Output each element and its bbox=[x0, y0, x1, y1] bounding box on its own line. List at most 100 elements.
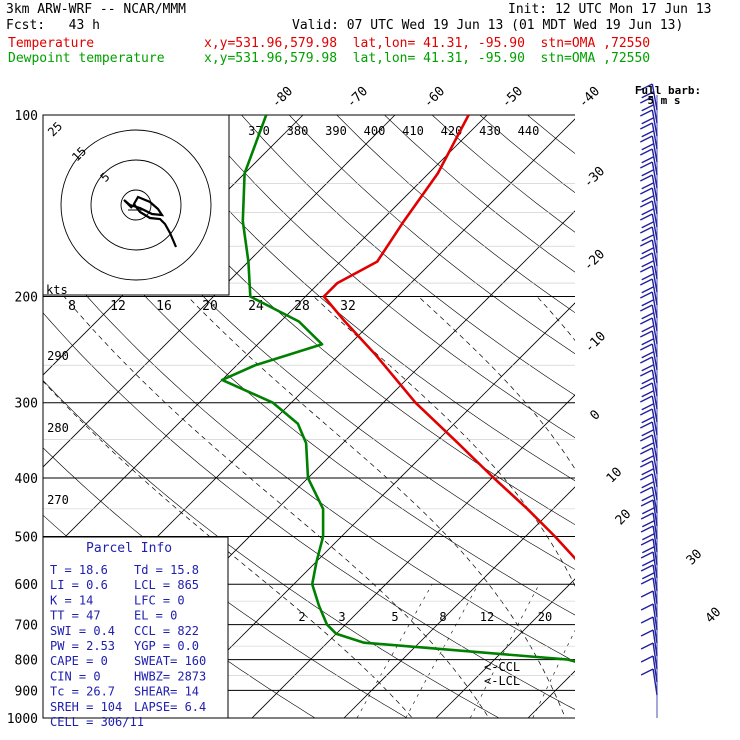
dry-adiabat bbox=[98, 115, 575, 526]
hodograph-ring-15 bbox=[90, 159, 182, 251]
dry-adiabat bbox=[43, 312, 575, 710]
wind-barb-flag bbox=[640, 512, 654, 520]
skew-temp-label: 30 bbox=[684, 547, 706, 569]
wind-barb-flag bbox=[640, 187, 653, 195]
wind-barb bbox=[651, 434, 658, 462]
dry-adiabat-label: 290 bbox=[47, 349, 69, 363]
parcel-row-left: SREH = 104 bbox=[50, 700, 122, 714]
wind-barb bbox=[651, 304, 658, 332]
ccl-marker: <-CCL bbox=[484, 660, 520, 674]
wind-barb-flag bbox=[640, 343, 653, 351]
hodograph-ring-25 bbox=[60, 129, 212, 281]
parcel-row-left: CELL = 306/11 bbox=[50, 715, 144, 729]
wind-barb-flag bbox=[640, 616, 654, 624]
wind-barb-flag bbox=[641, 195, 655, 203]
hodograph-ring-5 bbox=[120, 189, 152, 221]
moist-adiabat bbox=[43, 380, 413, 718]
wind-speed-label: 20 bbox=[202, 299, 218, 314]
wind-barb bbox=[651, 460, 658, 488]
parcel-row-right: EL = 0 bbox=[134, 609, 177, 623]
wind-barb bbox=[652, 655, 658, 683]
wind-speed-label: 8 bbox=[68, 299, 76, 314]
isotherm-line bbox=[343, 486, 575, 718]
wind-barb-flag bbox=[641, 390, 655, 398]
dewpoint-station-info: x,y=531.96,579.98 lat,lon= 41.31, -95.90… bbox=[204, 51, 651, 66]
parcel-row-right: SWEAT= 160 bbox=[134, 654, 206, 668]
wind-barb bbox=[651, 109, 658, 137]
wind-barb bbox=[652, 538, 658, 566]
forecast-hour: Fcst: 43 h bbox=[6, 18, 100, 33]
profile-curves bbox=[220, 115, 575, 663]
parcel-row-right: HWBZ= 2873 bbox=[134, 669, 206, 683]
wind-barb bbox=[652, 590, 658, 618]
wind-barb bbox=[651, 382, 658, 410]
skew-temp-label: -50 bbox=[499, 84, 526, 111]
wind-barb-flag bbox=[640, 395, 653, 403]
wind-barb-flag bbox=[641, 442, 655, 450]
wind-barb-flag bbox=[641, 377, 655, 385]
barb-legend-line1: Full barb: bbox=[635, 84, 701, 97]
wind-barb-flag bbox=[641, 520, 655, 528]
dry-adiabat bbox=[727, 87, 740, 730]
wind-barb-flag bbox=[641, 546, 655, 554]
theta-label: 440 bbox=[518, 124, 540, 138]
wind-barb-flag bbox=[641, 182, 655, 190]
wind-barb bbox=[652, 512, 658, 540]
wind-barb-flag bbox=[641, 156, 655, 164]
parcel-info-box: Parcel Info T = 18.6 Td = 15.8 LI = 0.6 LCL … bbox=[42, 536, 229, 729]
wind-barb-flag bbox=[641, 208, 655, 216]
wind-barb-flag bbox=[640, 525, 654, 533]
wind-barb bbox=[651, 447, 658, 475]
wind-barb bbox=[651, 317, 658, 345]
isotherm-line bbox=[43, 115, 396, 468]
parcel-title: Parcel Info bbox=[86, 541, 172, 556]
wind-barb-flag bbox=[640, 629, 654, 637]
skew-temp-label: -40 bbox=[576, 84, 603, 111]
isotherm-line bbox=[159, 302, 575, 718]
valid-time: Valid: 07 UTC Wed 19 Jun 13 (01 MDT Wed … bbox=[292, 18, 684, 33]
wind-barb-flag bbox=[640, 356, 653, 364]
theta-label: 400 bbox=[364, 124, 386, 138]
wind-barb bbox=[651, 356, 658, 384]
wind-barb-flag bbox=[640, 135, 653, 143]
wind-barb-flag bbox=[640, 434, 653, 442]
wind-barb bbox=[651, 174, 658, 202]
temperature-legend: Temperature bbox=[8, 36, 95, 51]
wind-barb bbox=[651, 226, 658, 254]
parcel-row-left: CAPE = 0 bbox=[50, 654, 108, 668]
dry-adiabat bbox=[241, 115, 575, 396]
wind-barb-flag bbox=[640, 447, 653, 455]
wind-barb-flag bbox=[640, 473, 653, 481]
parcel-row-left: T = 18.6 bbox=[50, 563, 108, 577]
wind-barb-flag bbox=[640, 668, 654, 676]
skew-temp-label: -70 bbox=[344, 84, 371, 111]
dry-adiabat bbox=[681, 87, 740, 730]
isotherm-line bbox=[251, 394, 575, 718]
wind-barb-flag bbox=[640, 148, 653, 156]
wind-barb bbox=[652, 499, 658, 527]
wind-barb-flag bbox=[641, 455, 655, 463]
wind-barb-flag bbox=[640, 382, 653, 390]
wind-barb-flag bbox=[640, 213, 653, 221]
moist-adiabat bbox=[418, 296, 575, 470]
parcel-row-left: LI = 0.6 bbox=[50, 578, 108, 592]
wind-speed-label: 28 bbox=[294, 299, 310, 314]
wind-barb bbox=[651, 213, 658, 241]
wind-barb-flag bbox=[641, 403, 655, 411]
wind-barb bbox=[651, 135, 658, 163]
parcel-row-right: Td = 15.8 bbox=[134, 563, 199, 577]
wind-barb-flag bbox=[641, 221, 655, 229]
skew-temp-label: 40 bbox=[703, 605, 725, 627]
wind-barb bbox=[651, 252, 658, 280]
parcel-row-left: TT = 47 bbox=[50, 609, 101, 623]
wind-barb-flag bbox=[640, 278, 653, 286]
wind-barb-flag bbox=[640, 252, 653, 260]
mixing-ratio-label: 2 bbox=[298, 610, 305, 624]
wind-barb bbox=[652, 551, 658, 579]
wind-barb-flag bbox=[640, 96, 653, 104]
parcel-row-right: LFC = 0 bbox=[134, 593, 185, 607]
wind-barb-flag bbox=[641, 429, 655, 437]
mixing-ratio-label: 8 bbox=[439, 610, 446, 624]
parcel-row-left: Tc = 26.7 bbox=[50, 685, 115, 699]
background-grid bbox=[43, 87, 740, 730]
